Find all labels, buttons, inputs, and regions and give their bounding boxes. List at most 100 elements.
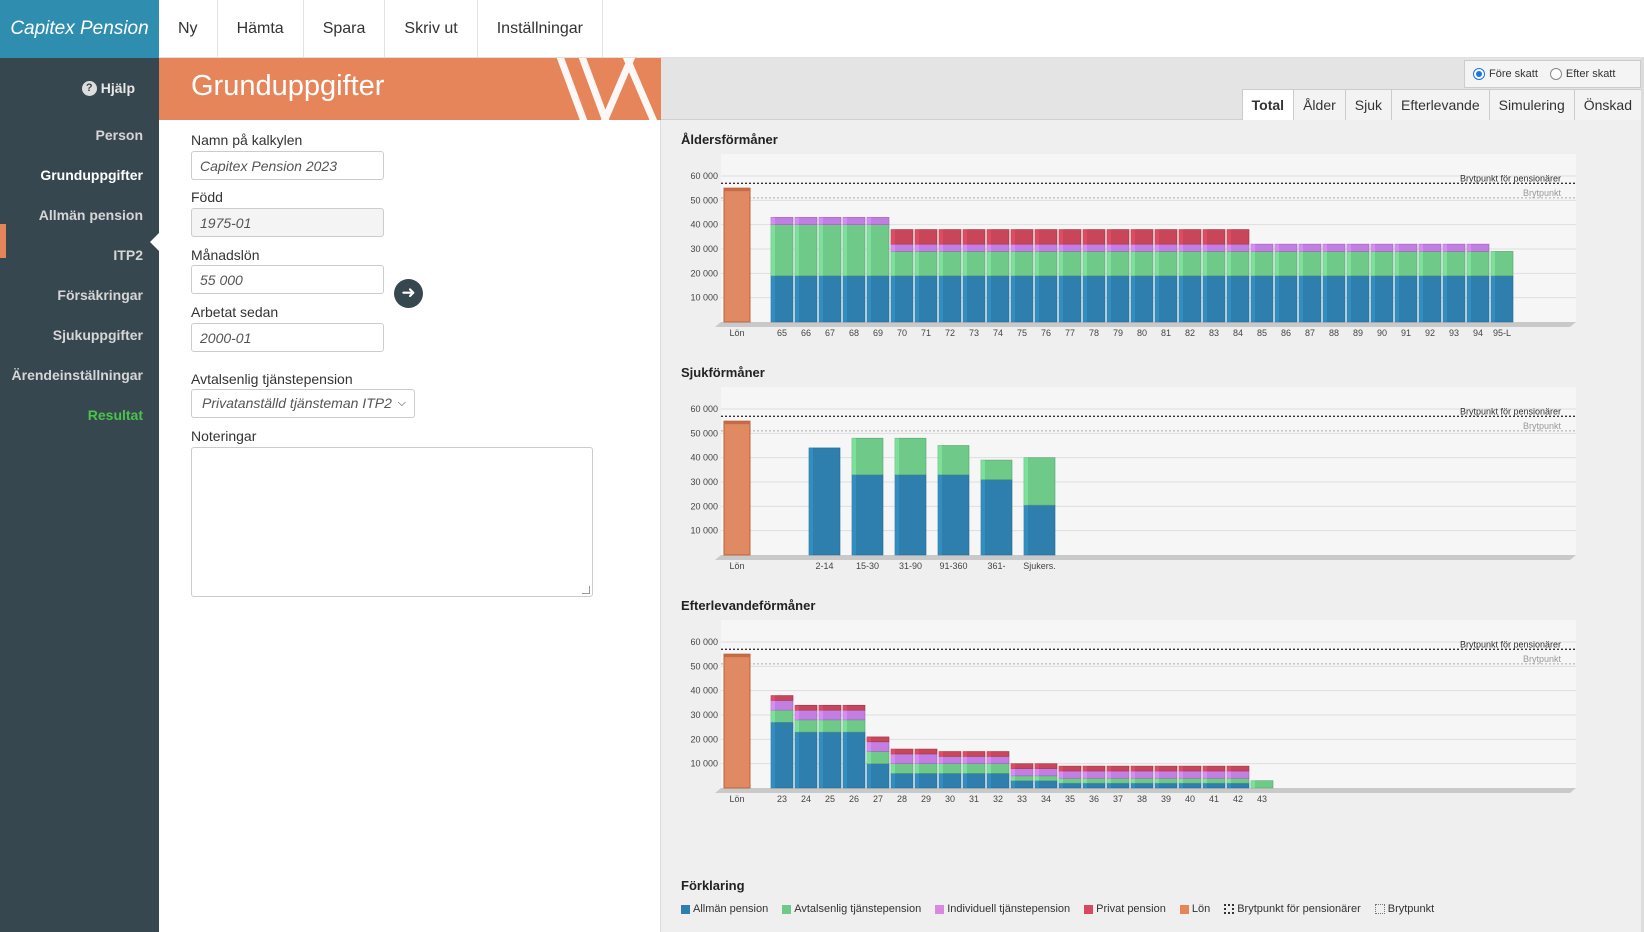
bar-highlight	[1011, 229, 1015, 245]
bar-highlight	[771, 700, 775, 711]
bar-highlight	[1443, 244, 1447, 252]
bar-highlight	[1227, 778, 1231, 784]
bar-highlight	[819, 275, 823, 322]
tab-sjuk[interactable]: Sjuk	[1344, 89, 1392, 120]
bar-segment	[1023, 504, 1056, 556]
sidebar-item-person[interactable]: Person	[95, 127, 143, 143]
tab-total[interactable]: Total	[1241, 89, 1295, 120]
resize-grip-icon[interactable]	[582, 586, 590, 594]
agreement-select[interactable]: Privatanställd tjänsteman ITP2 ⌵	[191, 389, 415, 418]
bar-segment	[894, 474, 927, 556]
bar-highlight	[843, 224, 847, 276]
sidebar-item-itp2[interactable]: ITP2	[113, 247, 143, 263]
survivor-benefits-chart: 10 000 20 000 30 000 40 000 50 000 60 000 Bryt…	[690, 620, 1576, 804]
bar-highlight	[1035, 768, 1039, 776]
notes-textarea[interactable]	[191, 447, 593, 597]
x-tick-label: 89	[1353, 328, 1363, 338]
reference-line-label: Brytpunkt	[1523, 654, 1562, 664]
help-link[interactable]: ? Hjälp	[81, 80, 135, 96]
bar-highlight	[1323, 244, 1327, 252]
agreement-value: Privatanställd tjänsteman ITP2	[202, 395, 392, 411]
x-tick-label: 78	[1089, 328, 1099, 338]
legend-item: Avtalsenlig tjänstepension	[782, 903, 921, 915]
x-tick-label: Lön	[729, 561, 744, 571]
x-tick-label: 67	[825, 328, 835, 338]
bar-highlight	[1059, 244, 1063, 252]
tab-onskad[interactable]: Önskad	[1573, 89, 1642, 120]
sidebar-item-grunduppgifter[interactable]: Grunduppgifter	[40, 167, 143, 183]
name-input[interactable]	[191, 151, 384, 180]
bar-highlight	[891, 749, 895, 754]
tab-alder[interactable]: Ålder	[1293, 89, 1346, 120]
bar-highlight	[867, 751, 871, 764]
x-tick-label: 82	[1185, 328, 1195, 338]
bar-highlight	[1467, 275, 1471, 322]
bar-highlight	[939, 244, 943, 252]
apply-salary-button[interactable]: ➜	[394, 279, 423, 308]
bar-highlight	[771, 695, 775, 701]
bar-highlight	[1155, 766, 1159, 771]
salary-bar-top	[724, 421, 750, 425]
tab-simulering[interactable]: Simulering	[1488, 89, 1575, 120]
chart-title-alder: Åldersförmåner	[681, 132, 778, 147]
bar-highlight	[1419, 251, 1423, 276]
bar-highlight	[1395, 251, 1399, 276]
bar-highlight	[963, 251, 967, 276]
bar-highlight	[1011, 780, 1015, 788]
radio-after-tax[interactable]: Efter skatt	[1549, 68, 1616, 80]
menu-print[interactable]: Skriv ut	[385, 0, 478, 58]
radio-after-tax-label: Efter skatt	[1565, 68, 1616, 80]
app-brand[interactable]: Capitex Pension	[0, 0, 159, 58]
y-tick-label: 10 000	[690, 293, 718, 303]
agreement-label: Avtalsenlig tjänstepension	[191, 371, 353, 387]
x-tick-label: 32	[993, 794, 1003, 804]
x-tick-label: 38	[1137, 794, 1147, 804]
bar-highlight	[1155, 229, 1159, 245]
bar-highlight	[987, 229, 991, 245]
bar-highlight	[1299, 244, 1303, 252]
bar-highlight	[1299, 275, 1303, 322]
menu-settings[interactable]: Inställningar	[478, 0, 604, 58]
bar-highlight	[1227, 229, 1231, 245]
bar-highlight	[1083, 275, 1087, 322]
bar-highlight	[1203, 244, 1207, 252]
bar-highlight	[1035, 229, 1039, 245]
born-input[interactable]	[191, 208, 384, 237]
tab-efterlevande[interactable]: Efterlevande	[1391, 89, 1490, 120]
x-tick-label: 31-90	[899, 561, 922, 571]
sidebar-item-allman-pension[interactable]: Allmän pension	[38, 207, 143, 223]
top-bar: Capitex Pension Ny Hämta Spara Skriv ut …	[0, 0, 1644, 58]
bar-highlight	[1011, 244, 1015, 252]
bar-highlight	[891, 244, 895, 252]
menu-save[interactable]: Spara	[304, 0, 386, 58]
sidebar-item-sjukuppgifter[interactable]: Sjukuppgifter	[52, 327, 143, 343]
y-tick-label: 20 000	[690, 268, 718, 278]
reference-line-label: Brytpunkt för pensionärer	[1460, 406, 1561, 416]
bar-highlight	[843, 732, 847, 788]
salary-input[interactable]	[191, 265, 384, 294]
bar-highlight	[1059, 783, 1063, 788]
sidebar-item-arendeinstallningar[interactable]: Ärendeinställningar	[11, 367, 143, 383]
sidebar-item-resultat[interactable]: Resultat	[87, 407, 143, 423]
x-tick-label: 79	[1113, 328, 1123, 338]
x-tick-label: 23	[777, 794, 787, 804]
x-tick-label: 42	[1233, 794, 1243, 804]
bar-highlight	[1059, 251, 1063, 276]
x-tick-label: 26	[849, 794, 859, 804]
legend-label: Individuell tjänstepension	[947, 903, 1071, 915]
menu-new[interactable]: Ny	[159, 0, 218, 58]
x-tick-label: 87	[1305, 328, 1315, 338]
sidebar-item-forsakringar[interactable]: Försäkringar	[57, 287, 143, 303]
bar-highlight	[895, 438, 899, 475]
radio-before-tax[interactable]: Före skatt	[1473, 68, 1538, 80]
menu-fetch[interactable]: Hämta	[218, 0, 304, 58]
bar-segment	[980, 459, 1013, 480]
born-label: Född	[191, 189, 223, 205]
legend-swatch	[1179, 904, 1189, 914]
scrollbar[interactable]	[1641, 58, 1644, 932]
bar-highlight	[1131, 275, 1135, 322]
worked-since-label: Arbetat sedan	[191, 304, 279, 320]
worked-since-input[interactable]	[191, 323, 384, 352]
legend-item: Allmän pension	[681, 903, 768, 915]
legend-swatch	[782, 904, 792, 914]
